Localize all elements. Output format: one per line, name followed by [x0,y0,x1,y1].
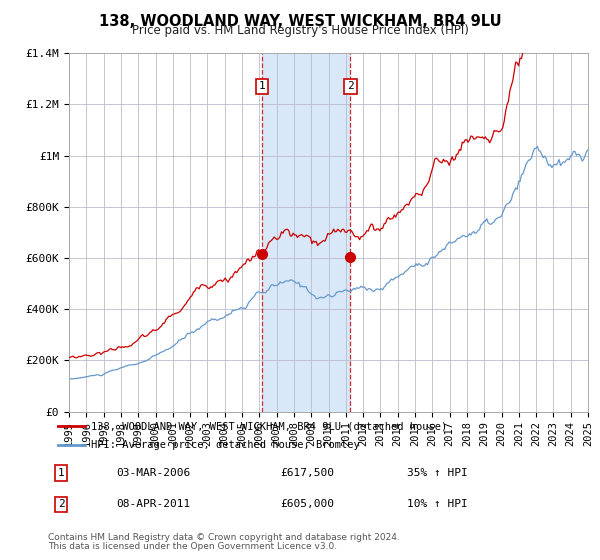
Text: Contains HM Land Registry data © Crown copyright and database right 2024.: Contains HM Land Registry data © Crown c… [48,533,400,542]
Text: 1: 1 [58,468,65,478]
Text: 138, WOODLAND WAY, WEST WICKHAM, BR4 9LU: 138, WOODLAND WAY, WEST WICKHAM, BR4 9LU [98,14,502,29]
Text: 08-APR-2011: 08-APR-2011 [116,500,191,510]
Text: £617,500: £617,500 [280,468,334,478]
Text: 10% ↑ HPI: 10% ↑ HPI [407,500,468,510]
Text: 35% ↑ HPI: 35% ↑ HPI [407,468,468,478]
Text: £605,000: £605,000 [280,500,334,510]
Text: 2: 2 [58,500,65,510]
Bar [262,53,350,412]
Text: 1: 1 [259,82,266,91]
Text: 138, WOODLAND WAY, WEST WICKHAM, BR4 9LU (detached house): 138, WOODLAND WAY, WEST WICKHAM, BR4 9LU… [91,421,448,431]
Text: 03-MAR-2006: 03-MAR-2006 [116,468,191,478]
Text: 2: 2 [347,82,354,91]
Text: Price paid vs. HM Land Registry's House Price Index (HPI): Price paid vs. HM Land Registry's House … [131,24,469,37]
Text: HPI: Average price, detached house, Bromley: HPI: Average price, detached house, Brom… [91,440,360,450]
Text: This data is licensed under the Open Government Licence v3.0.: This data is licensed under the Open Gov… [48,542,337,551]
